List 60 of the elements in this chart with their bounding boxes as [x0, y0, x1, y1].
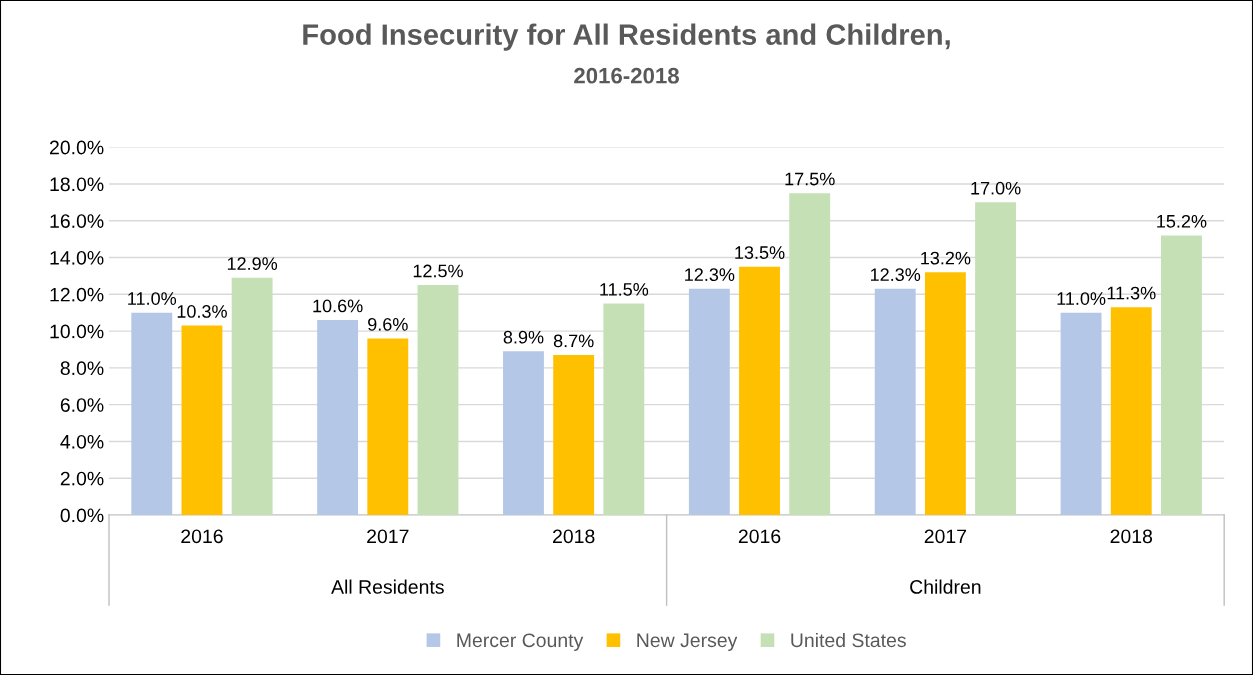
- data-label: 8.7%: [553, 334, 594, 348]
- legend-label: United States: [791, 632, 906, 648]
- y-tick-label: 2.0%: [60, 471, 104, 486]
- bar: [789, 193, 831, 516]
- text: All Residents: [331, 579, 444, 594]
- bar: [317, 320, 359, 516]
- legend-label: New Jersey: [637, 633, 738, 651]
- data-label: 8.9%: [503, 330, 544, 344]
- bar: [131, 312, 173, 516]
- bar: [1060, 312, 1102, 516]
- y-tick-label: 8.0%: [60, 361, 104, 376]
- x-tick-label: 2018: [553, 529, 595, 544]
- bar: [924, 272, 966, 516]
- bar: [688, 288, 730, 516]
- data-label: 12.3%: [685, 268, 735, 282]
- x-tick-label: 2017: [924, 529, 967, 544]
- bar: [367, 338, 409, 516]
- y-tick-label: 4.0%: [60, 434, 104, 449]
- bar: [1160, 235, 1202, 516]
- legend-label: Mercer County: [457, 633, 584, 651]
- bar: [231, 277, 273, 516]
- y-tick-label: 20.0%: [50, 140, 104, 155]
- text: Children: [910, 579, 981, 594]
- bar: [1110, 307, 1152, 516]
- x-tick-label: 2016: [181, 529, 223, 544]
- bar: [181, 325, 223, 516]
- chart-title: Food Insecurity for All Residents and Children,: [303, 23, 950, 51]
- bar: [553, 355, 595, 516]
- y-tick-label: 18.0%: [50, 177, 104, 192]
- data-label: 11.0%: [1057, 292, 1106, 305]
- x-tick-label: 2018: [1110, 529, 1153, 544]
- bar: [975, 202, 1017, 516]
- y-tick-label: 12.0%: [50, 287, 104, 302]
- y-tick-label: 14.0%: [50, 250, 104, 265]
- data-label: 11.3%: [1107, 286, 1156, 300]
- y-tick-label: 6.0%: [60, 398, 104, 412]
- data-label: 17.0%: [971, 181, 1021, 195]
- x-tick-label: 2016: [738, 529, 781, 544]
- bar: [603, 303, 645, 516]
- data-label: 17.5%: [785, 172, 835, 186]
- data-label: 12.3%: [870, 268, 921, 282]
- y-tick-label: 0.0%: [60, 508, 104, 523]
- data-label: 9.6%: [368, 317, 408, 331]
- bar: [417, 285, 459, 516]
- data-label: 10.6%: [313, 299, 363, 313]
- y-tick-label: 16.0%: [50, 214, 104, 228]
- chart-subtitle: 2016-2018: [574, 67, 679, 84]
- y-tick-label: 10.0%: [50, 324, 104, 339]
- data-label: 15.2%: [1157, 214, 1207, 228]
- bar: [503, 351, 544, 516]
- x-tick-label: 2017: [367, 529, 409, 544]
- data-label: 10.3%: [177, 305, 227, 318]
- data-label: 13.2%: [921, 251, 971, 265]
- data-label: 12.9%: [227, 257, 278, 271]
- data-label: 11.0%: [128, 292, 177, 305]
- data-label: 11.5%: [600, 283, 649, 296]
- data-label: 13.5%: [735, 246, 785, 259]
- bar: [874, 288, 916, 516]
- data-label: 12.5%: [413, 264, 463, 278]
- bar: [739, 266, 780, 516]
